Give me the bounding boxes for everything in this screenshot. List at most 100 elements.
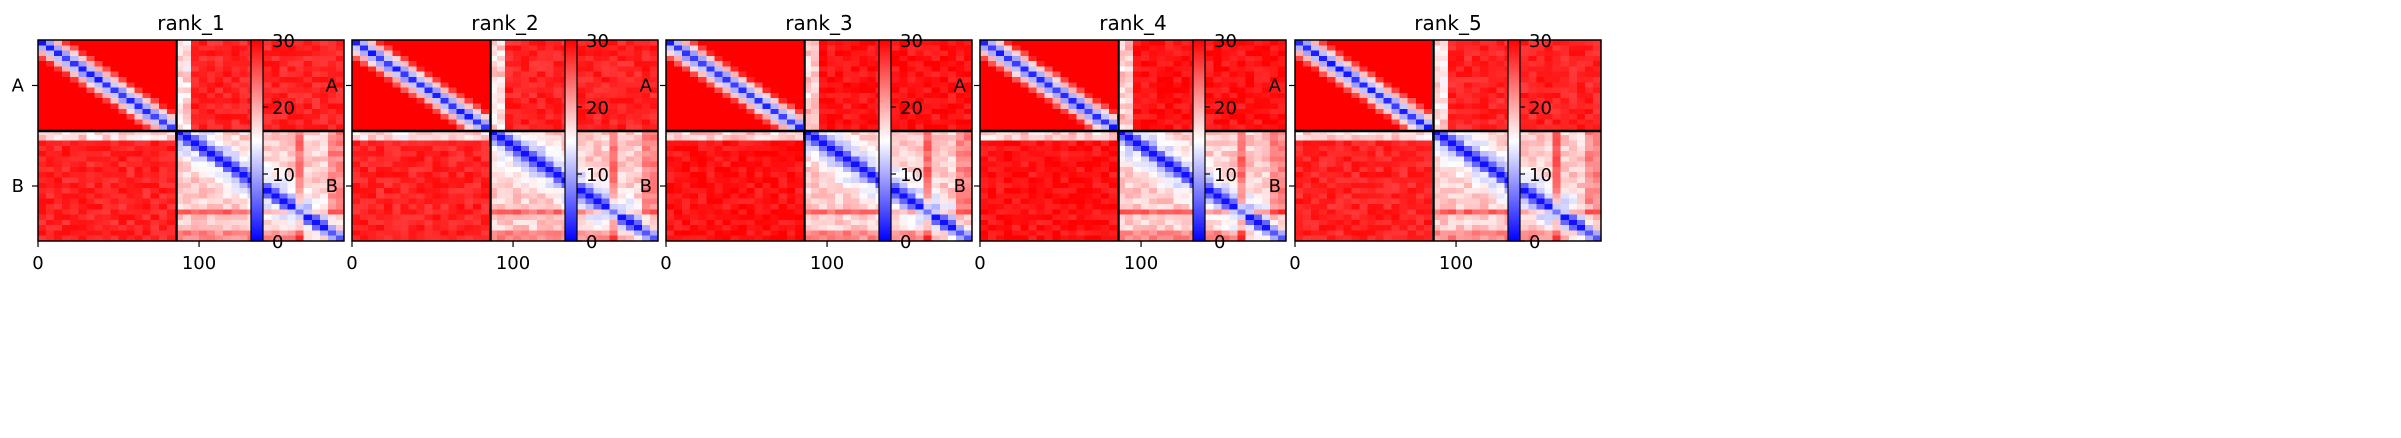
heatmap-cell: [408, 161, 418, 168]
heatmap-cell: [843, 193, 852, 200]
heatmap-cell: [416, 193, 426, 200]
heatmap-cell: [432, 172, 442, 179]
heatmap-cell: [609, 82, 619, 89]
heatmap-cell: [714, 177, 723, 184]
heatmap-cell: [1165, 55, 1174, 62]
heatmap-cell: [513, 40, 522, 46]
heatmap-cell: [142, 98, 152, 105]
heatmap-cell: [706, 203, 715, 210]
heatmap-cell: [1261, 98, 1271, 105]
heatmap-cell: [78, 230, 87, 237]
heatmap-cell: [311, 151, 321, 157]
heatmap-cell: [400, 156, 409, 163]
heatmap-cell: [472, 182, 482, 189]
heatmap-cell: [714, 161, 723, 168]
heatmap-cell: [126, 140, 136, 147]
heatmap-cell: [915, 77, 925, 83]
heatmap-cell: [819, 182, 828, 189]
heatmap-cell: [360, 156, 369, 163]
heatmap-cell: [899, 98, 909, 105]
heatmap-cell: [867, 55, 876, 62]
heatmap-cell: [714, 40, 723, 46]
heatmap-cell: [835, 82, 844, 89]
heatmap-cell: [448, 61, 458, 68]
heatmap-cell: [440, 151, 450, 157]
heatmap-cell: [416, 209, 426, 216]
heatmap-cell: [134, 77, 144, 83]
heatmap-cell: [54, 193, 63, 200]
heatmap-cell: [110, 98, 120, 105]
heatmap-cell: [585, 103, 595, 110]
heatmap-cell: [223, 71, 232, 78]
heatmap-cell: [295, 124, 305, 131]
heatmap-cell: [263, 135, 273, 142]
heatmap-cell: [86, 161, 95, 168]
heatmap-cell: [754, 114, 764, 120]
heatmap-cell: [472, 161, 482, 168]
heatmap-cell: [529, 40, 538, 46]
heatmap-cell: [625, 177, 635, 184]
heatmap-cell: [191, 45, 200, 52]
heatmap-cell: [931, 225, 941, 232]
heatmap-cell: [352, 114, 361, 120]
heatmap-cell: [400, 129, 409, 136]
heatmap-cell: [199, 172, 208, 179]
heatmap-cell: [609, 235, 619, 242]
heatmap-cell: [327, 66, 337, 73]
heatmap-cell: [899, 119, 909, 126]
heatmap-cell: [432, 98, 442, 105]
heatmap-cell: [384, 135, 393, 142]
heatmap-cell: [939, 71, 949, 78]
heatmap-cell: [1213, 108, 1223, 115]
heatmap-cell: [963, 145, 973, 152]
heatmap-cell: [963, 156, 973, 163]
heatmap-cell: [311, 50, 321, 57]
heatmap-cell: [295, 182, 305, 189]
heatmap-cell: [1060, 92, 1070, 99]
heatmap-cell: [529, 135, 538, 142]
colorbar-tick-label: 0: [272, 232, 283, 253]
heatmap-cell: [706, 166, 715, 173]
heatmap-cell: [529, 108, 538, 115]
heatmap-cell: [722, 193, 732, 200]
heatmap-cell: [682, 108, 691, 115]
heatmap-cell: [191, 66, 200, 73]
heatmap-cell: [947, 66, 957, 73]
heatmap-cell: [939, 129, 949, 136]
heatmap-cell: [955, 129, 965, 136]
heatmap-cell: [150, 61, 160, 68]
heatmap-cell: [335, 225, 345, 232]
heatmap-cell: [641, 135, 651, 142]
heatmap-cell: [1141, 82, 1150, 89]
heatmap-cell: [376, 82, 385, 89]
heatmap-cell: [666, 66, 675, 73]
heatmap-cell: [529, 219, 538, 226]
heatmap-cell: [480, 114, 490, 120]
heatmap-cell: [690, 193, 699, 200]
heatmap-cell: [859, 50, 868, 57]
heatmap-cell: [295, 166, 305, 173]
heatmap-cell: [1012, 98, 1021, 105]
heatmap-cell: [1181, 92, 1190, 99]
heatmap-cell: [158, 87, 168, 94]
heatmap-cell: [649, 177, 659, 184]
heatmap-cell: [1060, 45, 1070, 52]
heatmap-cell: [545, 71, 554, 78]
heatmap-cell: [851, 193, 860, 200]
heatmap-cell: [408, 156, 418, 163]
heatmap-cell: [674, 166, 683, 173]
heatmap-cell: [722, 156, 732, 163]
heatmap-cell: [327, 124, 337, 131]
heatmap-cell: [794, 145, 804, 152]
heatmap-cell: [939, 203, 949, 210]
heatmap-cell: [199, 40, 208, 46]
heatmap-cell: [279, 203, 289, 210]
heatmap-cell: [94, 129, 104, 136]
heatmap-cell: [102, 45, 112, 52]
heatmap-cell: [360, 40, 369, 46]
heatmap-cell: [158, 177, 168, 184]
heatmap-cell: [609, 92, 619, 99]
heatmap-cell: [158, 188, 168, 194]
heatmap-cell: [62, 172, 71, 179]
heatmap-cell: [947, 114, 957, 120]
